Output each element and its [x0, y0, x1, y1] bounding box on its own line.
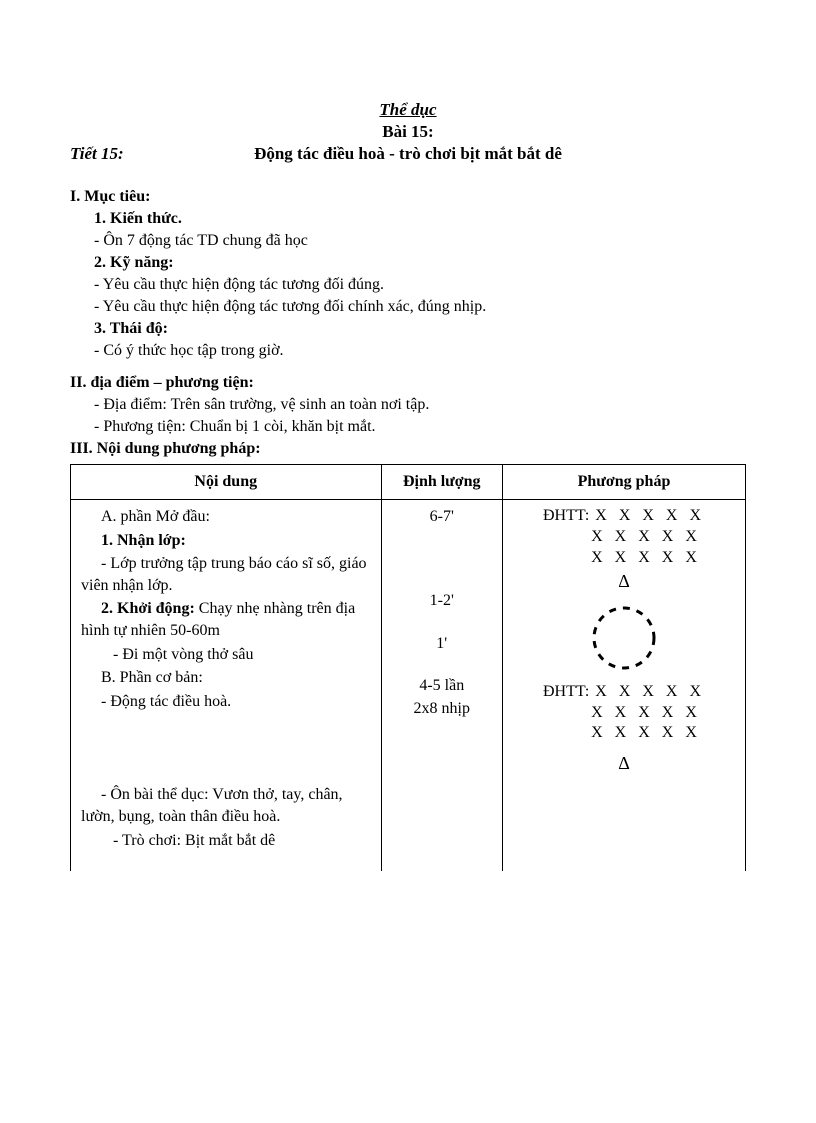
th-dinh-luong: Định lượng [381, 465, 503, 500]
r5: - Ôn bài thể dục: Vươn thở, tay, chân, l… [81, 784, 371, 827]
r2-title: 2. Khởi động: [101, 600, 195, 617]
dashed-circle-icon [588, 602, 660, 674]
cell-phuong-phap: ĐHTT: X X X X X X X X X X X X X X X Δ ĐHT… [503, 500, 746, 872]
r1-body: - Lớp trưởng tập trung báo cáo sĩ số, gi… [81, 553, 371, 596]
th-noi-dung: Nội dung [71, 465, 382, 500]
x-row-1b: X X X X X [513, 527, 735, 548]
cell-dinh-luong: 6-7' 1-2' 1' 4-5 lần 2x8 nhịp [381, 500, 503, 872]
section-2-title: II. địa điểm – phương tiện: [70, 374, 746, 392]
s1-h2: 2. Kỹ năng: [94, 254, 746, 272]
th-phuong-phap: Phương pháp [503, 465, 746, 500]
dhtt-label-2: ĐHTT: [543, 683, 589, 700]
dl-v4b: 2x8 nhịp [392, 698, 493, 720]
r2: 2. Khởi động: Chạy nhẹ nhàng trên địa hì… [81, 598, 371, 641]
dl-v4a: 4-5 lần [392, 675, 493, 697]
triangle-2: Δ [513, 752, 735, 775]
s1-l2a: - Yêu cầu thực hiện động tác tương đối đ… [94, 276, 746, 294]
tiet-label: Tiết 15: [70, 144, 200, 164]
s1-h3: 3. Thái độ: [94, 320, 746, 338]
lesson-subject: Động tác điều hoà - trò chơi bịt mắt bắt… [200, 144, 746, 164]
s2-l2: - Phương tiện: Chuẩn bị 1 còi, khăn bịt … [94, 418, 746, 436]
section-1-title: I. Mục tiêu: [70, 188, 746, 206]
s1-l2b: - Yêu cầu thực hiện động tác tương đối c… [94, 298, 746, 316]
s1-l1a: - Ôn 7 động tác TD chung đã học [94, 232, 746, 250]
s1-h1: 1. Kiến thức. [94, 210, 746, 228]
formation-1: ĐHTT: X X X X X [513, 506, 735, 527]
dashed-circle [594, 608, 654, 668]
doc-title: Thể dục [70, 100, 746, 120]
b-title: B. Phần cơ bản: [81, 667, 371, 689]
r6: - Trò chơi: Bịt mắt bắt dê [81, 830, 371, 852]
s2-l1: - Địa điểm: Trên sân trường, vệ sinh an … [94, 396, 746, 414]
s1-l3a: - Có ý thức học tập trong giờ. [94, 342, 746, 360]
x-row-1a: X X X X X [595, 507, 705, 524]
a-title: A. phần Mở đầu: [81, 506, 371, 528]
dl-v3: 1' [392, 633, 493, 655]
section-3-title: III. Nội dung phương pháp: [70, 440, 746, 458]
x-row-2c: X X X X X [513, 723, 735, 744]
triangle-1: Δ [513, 570, 735, 593]
table-header-row: Nội dung Định lượng Phương pháp [71, 465, 746, 500]
x-row-2a: X X X X X [595, 683, 705, 700]
formation-2: ĐHTT: X X X X X [513, 682, 735, 703]
dl-v1: 6-7' [392, 506, 493, 528]
r3: - Đi một vòng thở sâu [81, 644, 371, 666]
cell-noi-dung: A. phần Mở đầu: 1. Nhận lớp: - Lớp trưởn… [71, 500, 382, 872]
lesson-number: Bài 15: [70, 122, 746, 142]
r1-title: 1. Nhận lớp: [81, 530, 371, 552]
header-row: Tiết 15: Động tác điều hoà - trò chơi bị… [70, 144, 746, 164]
dhtt-label-1: ĐHTT: [543, 507, 589, 524]
table-body-row: A. phần Mở đầu: 1. Nhận lớp: - Lớp trưởn… [71, 500, 746, 872]
content-table: Nội dung Định lượng Phương pháp A. phần … [70, 464, 746, 871]
dashed-circle-wrap [513, 602, 735, 674]
r4: - Động tác điều hoà. [81, 691, 371, 713]
x-row-1c: X X X X X [513, 548, 735, 569]
dl-v2: 1-2' [392, 590, 493, 612]
x-row-2b: X X X X X [513, 703, 735, 724]
